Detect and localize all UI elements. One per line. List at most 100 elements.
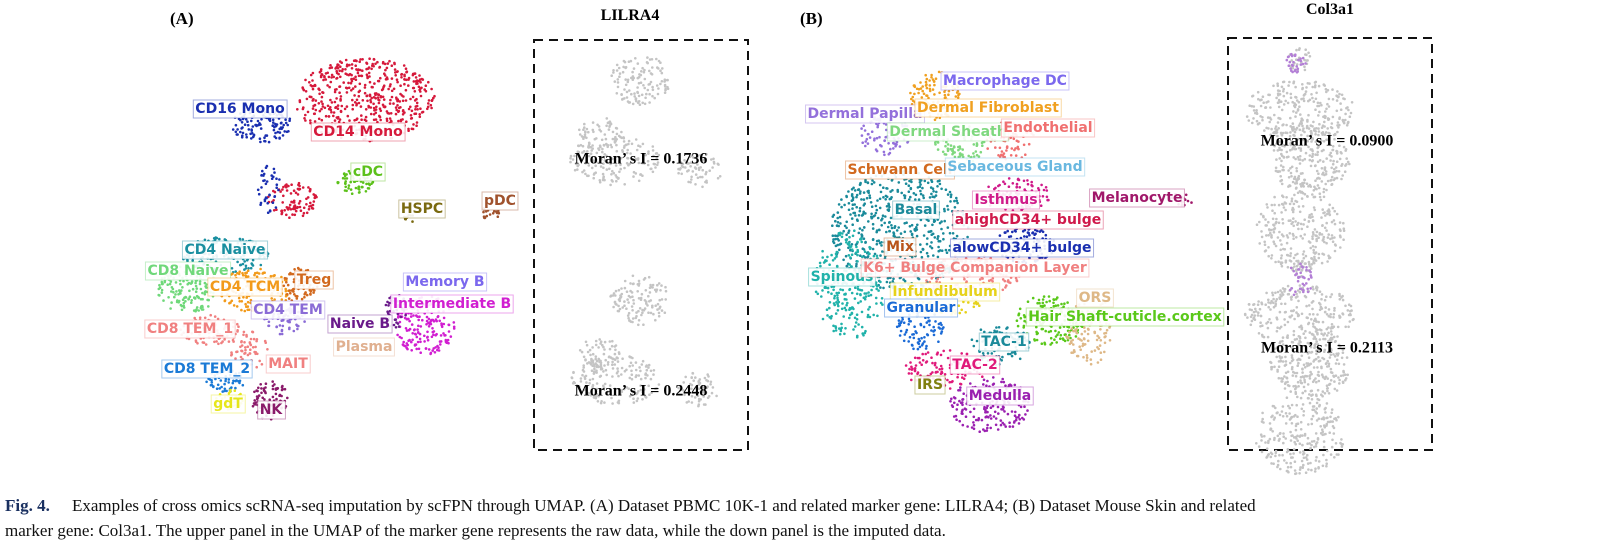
cell-dot <box>888 229 891 233</box>
cell-dot <box>1277 459 1280 463</box>
cell-dot <box>358 60 362 64</box>
cell-dot <box>1284 437 1287 440</box>
cell-dot <box>239 130 242 134</box>
cell-dot <box>1344 325 1347 329</box>
cell-dot <box>364 190 368 193</box>
cell-dot <box>620 130 623 134</box>
cell-dot <box>1257 311 1260 315</box>
cell-dot <box>1267 254 1270 258</box>
cell-dot <box>1276 101 1280 104</box>
cell-dot <box>419 325 423 328</box>
cell-dot <box>250 119 253 123</box>
cell-dot <box>1287 292 1291 296</box>
cell-dot <box>395 96 398 99</box>
cell-dot <box>282 123 286 127</box>
cell-dot <box>1319 425 1322 428</box>
cell-dot <box>412 314 415 317</box>
cell-dot <box>1299 262 1302 266</box>
cell-dot <box>410 127 414 131</box>
cell-dot <box>382 105 386 108</box>
cell-dot <box>1282 103 1286 106</box>
cell-dot <box>644 96 647 100</box>
cell-dot <box>569 157 572 160</box>
cell-dot <box>345 91 349 94</box>
cell-dot <box>295 297 299 300</box>
cell-dot <box>1338 123 1341 127</box>
cell-dot <box>1290 415 1294 419</box>
cell-dot <box>301 214 305 218</box>
cell-dot <box>280 209 283 213</box>
cell-dot <box>1290 175 1293 178</box>
cell-dot <box>1314 164 1317 167</box>
cell-dot <box>1299 428 1303 431</box>
cell-dot <box>258 359 262 363</box>
cell-dot <box>851 207 854 210</box>
cell-dot <box>289 192 293 195</box>
cell-dot <box>615 143 618 147</box>
cell-dot <box>1293 440 1296 444</box>
cell-dot <box>953 199 956 203</box>
cell-dot <box>878 206 882 210</box>
cell-dot <box>1267 220 1270 224</box>
cell-dot <box>1320 261 1324 265</box>
cell-dot <box>168 282 172 286</box>
cell-dot <box>1294 273 1297 277</box>
cell-dot <box>613 345 617 348</box>
cell-dot <box>1339 235 1342 239</box>
cell-dot <box>1317 460 1321 463</box>
cell-dot <box>278 127 282 131</box>
cell-dot <box>1301 391 1304 395</box>
cell-dot <box>1313 255 1316 259</box>
cell-dot <box>600 138 604 142</box>
cell-dot <box>371 62 375 66</box>
cell-dot <box>1317 379 1321 383</box>
cell-dot <box>427 317 431 321</box>
cell-dot <box>898 145 902 148</box>
cell-dot <box>880 244 883 247</box>
cell-dot <box>1346 309 1350 312</box>
cell-dot <box>1309 216 1312 219</box>
cell-dot <box>308 189 312 192</box>
cell-dot <box>1299 59 1303 63</box>
cell-dot <box>1283 323 1287 327</box>
cell-dot <box>411 220 414 223</box>
cell-dot <box>405 120 408 123</box>
cell-dot <box>1305 268 1308 272</box>
cell-dot <box>1332 316 1335 319</box>
cell-dot <box>273 195 277 198</box>
cell-dot <box>621 70 625 74</box>
cell-dot <box>1320 233 1324 236</box>
cell-dot <box>860 198 863 201</box>
cell-dot <box>653 96 656 100</box>
cell-dot <box>309 84 313 87</box>
cell-dot <box>655 57 658 61</box>
cell-dot <box>1315 234 1318 238</box>
cell-dot <box>427 80 430 84</box>
cell-dot <box>1252 105 1256 108</box>
cell-dot <box>862 124 865 128</box>
cell-dot <box>1304 389 1307 393</box>
cell-dot <box>878 197 882 201</box>
cell-dot <box>699 175 702 179</box>
cell-dot <box>1271 217 1275 221</box>
cell-dot <box>602 143 606 147</box>
cell-dot <box>689 181 692 184</box>
cell-dot <box>1257 445 1261 448</box>
cell-dot <box>390 64 394 67</box>
cell-dot <box>1309 287 1312 290</box>
cell-dot <box>1331 98 1335 101</box>
cell-dot <box>1285 234 1289 237</box>
cell-dot <box>244 264 248 268</box>
cell-dot <box>588 378 592 382</box>
cell-dot <box>626 298 629 301</box>
cell-dot <box>1307 185 1310 188</box>
cell-dot <box>1304 456 1308 459</box>
cell-dot <box>1277 170 1280 173</box>
cell-dot <box>581 368 585 372</box>
cell-dot <box>354 75 357 79</box>
cell-dot <box>638 307 642 310</box>
cell-dot <box>1301 288 1305 292</box>
cell-dot <box>1016 146 1020 150</box>
cell-dot <box>397 119 400 123</box>
cell-dot <box>1348 115 1352 118</box>
